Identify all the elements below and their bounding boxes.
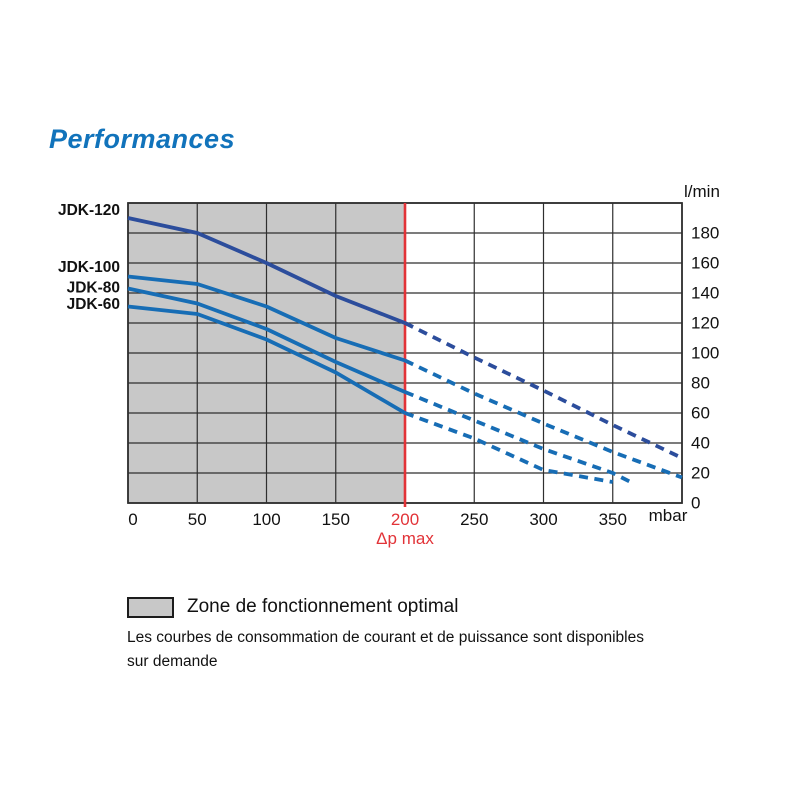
curve-jdk-120-solid [127, 216, 406, 325]
x-tick-label-0: 0 [128, 510, 137, 529]
y-tick-label-100: 100 [691, 344, 719, 363]
curve-jdk-120-dashed [404, 321, 683, 460]
legend: Zone de fonctionnement optimal [127, 596, 458, 618]
x-axis-unit: mbar [649, 506, 688, 525]
footnote-line-2: sur demande [127, 653, 218, 670]
curve-jdk-100-dashed [404, 358, 683, 480]
legend-label: Zone de fonctionnement optimal [187, 596, 459, 617]
x-tick-label-250: 250 [460, 510, 488, 529]
series-label-jdk-100: JDK-100 [58, 259, 120, 276]
x-tick-label-200: 200 [391, 510, 419, 529]
curve-jdk-60-solid [127, 304, 406, 415]
x-tick-label-350: 350 [599, 510, 627, 529]
series-label-jdk-60: JDK-60 [67, 296, 120, 313]
footnote-line-1: Les courbes de consommation de courant e… [127, 629, 644, 646]
x-tick-label-100: 100 [252, 510, 280, 529]
y-tick-label-120: 120 [691, 314, 719, 333]
y-tick-label-60: 60 [691, 404, 710, 423]
x-tick-label-50: 50 [188, 510, 207, 529]
y-tick-label-80: 80 [691, 374, 710, 393]
y-tick-label-160: 160 [691, 254, 719, 273]
curve-jdk-80-dashed [404, 390, 635, 486]
curve-jdk-100-solid [127, 274, 406, 363]
series-label-jdk-80: JDK-80 [67, 279, 120, 296]
y-tick-label-140: 140 [691, 284, 719, 303]
page-title: Performances [49, 124, 236, 154]
y-tick-label-20: 20 [691, 464, 710, 483]
y-tick-label-40: 40 [691, 434, 710, 453]
x-tick-label-300: 300 [529, 510, 557, 529]
curve-jdk-60-dashed [404, 411, 614, 484]
y-tick-label-0: 0 [691, 494, 700, 513]
dp-max-caption: Δp max [376, 529, 434, 548]
optimal-zone-swatch [127, 596, 174, 618]
y-axis-unit: l/min [684, 182, 720, 201]
footnote: Les courbes de consommation de courant e… [127, 626, 644, 674]
series-label-jdk-120: JDK-120 [58, 202, 120, 219]
y-tick-label-180: 180 [691, 224, 719, 243]
curve-jdk-80-solid [127, 286, 406, 394]
x-tick-label-150: 150 [322, 510, 350, 529]
